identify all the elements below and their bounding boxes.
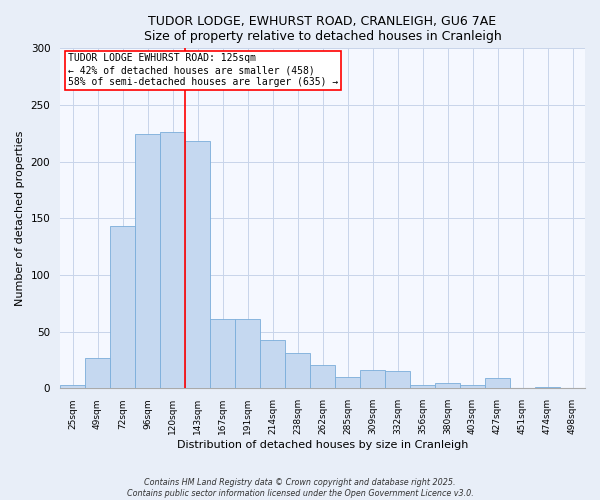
Bar (185, 142, 210, 388)
Bar (135, 134, 160, 388)
Bar (160, 132, 185, 388)
Bar (60, 385, 85, 388)
Bar (435, 382, 460, 388)
Bar (360, 370, 385, 388)
Text: TUDOR LODGE EWHURST ROAD: 125sqm
← 42% of detached houses are smaller (458)
58% : TUDOR LODGE EWHURST ROAD: 125sqm ← 42% o… (68, 54, 338, 86)
Bar (310, 364, 335, 388)
Bar (285, 353, 310, 388)
X-axis label: Distribution of detached houses by size in Cranleigh: Distribution of detached houses by size … (177, 440, 468, 450)
Bar (210, 319, 235, 388)
Bar (410, 385, 435, 388)
Bar (110, 226, 135, 388)
Bar (535, 387, 560, 388)
Bar (235, 319, 260, 388)
Bar (335, 377, 360, 388)
Bar (485, 378, 510, 388)
Bar (260, 340, 285, 388)
Bar (85, 358, 110, 388)
Y-axis label: Number of detached properties: Number of detached properties (15, 130, 25, 306)
Text: Contains HM Land Registry data © Crown copyright and database right 2025.
Contai: Contains HM Land Registry data © Crown c… (127, 478, 473, 498)
Bar (385, 372, 410, 388)
Title: TUDOR LODGE, EWHURST ROAD, CRANLEIGH, GU6 7AE
Size of property relative to detac: TUDOR LODGE, EWHURST ROAD, CRANLEIGH, GU… (143, 15, 502, 43)
Bar (460, 385, 485, 388)
